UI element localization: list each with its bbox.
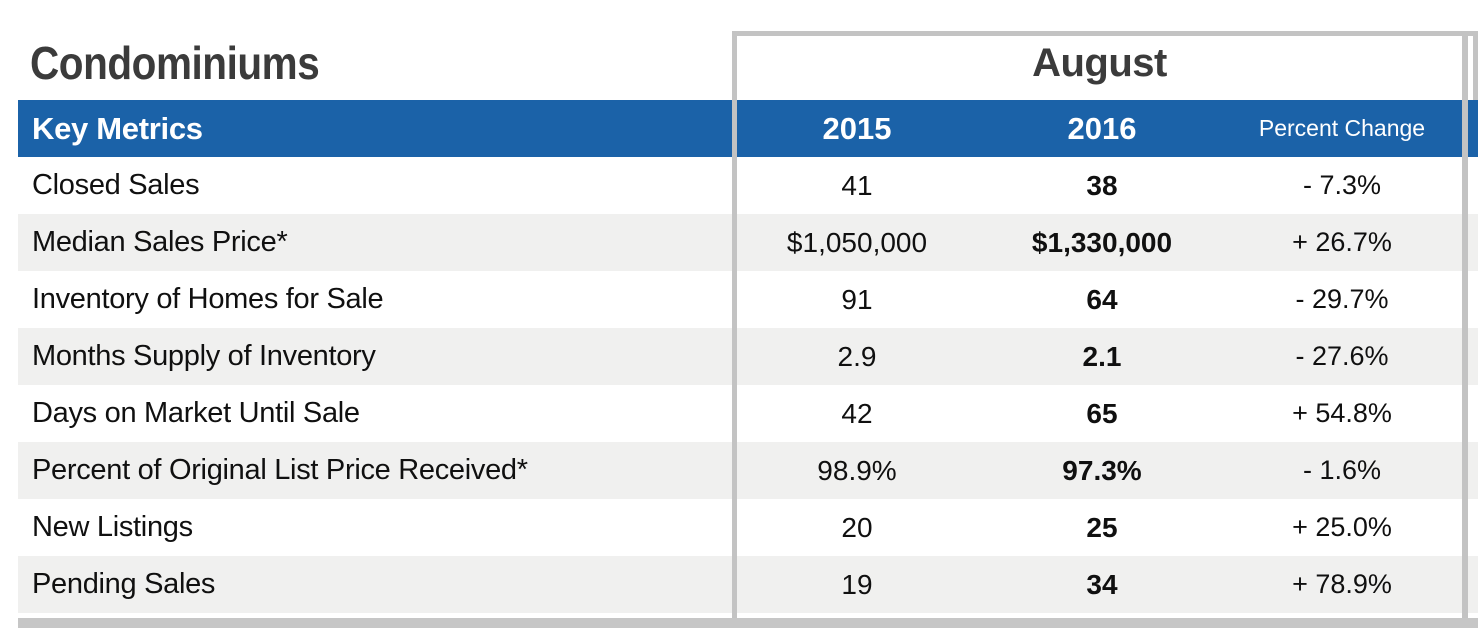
next-panel-left-border	[1473, 31, 1478, 100]
table-row: Closed Sales 41 38 - 7.3%	[18, 157, 1478, 214]
percent-change-value: - 27.6%	[1295, 341, 1389, 371]
value-2016: 25	[1086, 511, 1118, 543]
percent-change-value: + 54.8%	[1292, 398, 1392, 428]
table-row: Percent of Original List Price Received*…	[18, 442, 1478, 499]
value-2016: 34	[1086, 568, 1118, 600]
metric-label: Months Supply of Inventory	[32, 340, 376, 372]
metric-label: New Listings	[32, 511, 193, 543]
august-panel-top-border	[732, 31, 1478, 36]
table-row: Months Supply of Inventory 2.9 2.1 - 27.…	[18, 328, 1478, 385]
august-panel-right-border	[1462, 31, 1468, 628]
value-2015: $1,050,000	[786, 226, 928, 258]
table-bottom-border	[18, 618, 1478, 628]
metric-label: Days on Market Until Sale	[32, 397, 360, 429]
august-panel-left-border	[732, 31, 737, 628]
column-header-2016: 2016	[1067, 110, 1137, 146]
metric-label: Median Sales Price*	[32, 226, 288, 258]
value-2016: 65	[1086, 397, 1118, 429]
table-row: Days on Market Until Sale 42 65 + 54.8%	[18, 385, 1478, 442]
section-title: Condominiums	[30, 37, 320, 89]
value-2016: $1,330,000	[1031, 226, 1173, 258]
percent-change-value: - 29.7%	[1295, 284, 1389, 314]
metric-label: Percent of Original List Price Received*	[32, 454, 528, 486]
key-metrics-header: Key Metrics	[32, 110, 203, 146]
value-2015: 2.9	[837, 340, 877, 372]
value-2015: 91	[841, 283, 873, 315]
column-header-2015: 2015	[822, 110, 892, 146]
percent-change-value: + 26.7%	[1292, 227, 1392, 257]
value-2015: 41	[841, 169, 873, 201]
metric-label: Inventory of Homes for Sale	[32, 283, 384, 315]
column-header-percent-change: Percent Change	[1258, 115, 1426, 141]
value-2016: 38	[1086, 169, 1118, 201]
metric-label: Closed Sales	[32, 169, 200, 201]
period-header: August	[1032, 41, 1167, 85]
percent-change-value: + 78.9%	[1292, 569, 1392, 599]
percent-change-value: - 1.6%	[1302, 455, 1382, 485]
table-row: Median Sales Price* $1,050,000 $1,330,00…	[18, 214, 1478, 271]
table-body: Closed Sales 41 38 - 7.3% Median Sales P…	[18, 157, 1478, 613]
percent-change-value: + 25.0%	[1292, 512, 1392, 542]
value-2015: 19	[841, 568, 873, 600]
value-2016: 97.3%	[1062, 454, 1142, 486]
value-2015: 42	[841, 397, 873, 429]
table-header-row: Key Metrics 2015 2016 Percent Change	[18, 100, 1478, 157]
value-2015: 98.9%	[817, 454, 897, 486]
metric-label: Pending Sales	[32, 568, 216, 600]
value-2016: 64	[1086, 283, 1118, 315]
table-row: New Listings 20 25 + 25.0%	[18, 499, 1478, 556]
value-2016: 2.1	[1082, 340, 1122, 372]
value-2015: 20	[841, 511, 873, 543]
percent-change-value: - 7.3%	[1302, 170, 1382, 200]
table-row: Inventory of Homes for Sale 91 64 - 29.7…	[18, 271, 1478, 328]
table-row: Pending Sales 19 34 + 78.9%	[18, 556, 1478, 613]
